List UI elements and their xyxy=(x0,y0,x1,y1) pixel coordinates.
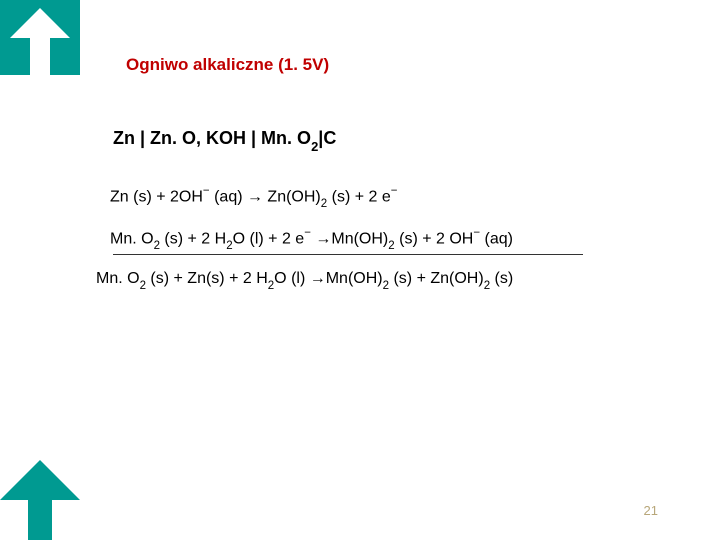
equation-overall: Mn. O2 (s) + Zn(s) + 2 H2O (l) →Mn(OH)2 … xyxy=(96,270,513,290)
page-number: 21 xyxy=(644,503,658,518)
slide: Ogniwo alkaliczne (1. 5V) Zn | Zn. O, KO… xyxy=(0,0,720,540)
equation-divider xyxy=(113,254,583,255)
equation-cathode: Mn. O2 (s) + 2 H2O (l) + 2 e− →Mn(OH)2 (… xyxy=(110,228,513,251)
cell-notation-part-1: Zn | Zn. O, KOH | Mn. O xyxy=(113,128,311,148)
brand-arrow-bottom-icon xyxy=(0,460,85,540)
brand-arrow-top-icon xyxy=(0,0,80,75)
cell-notation: Zn | Zn. O, KOH | Mn. O2|C xyxy=(113,128,336,152)
equation-anode: Zn (s) + 2OH− (aq) → Zn(OH)2 (s) + 2 e− xyxy=(110,186,397,209)
cell-notation-part-3: |C xyxy=(318,128,336,148)
cell-notation-sub: 2 xyxy=(311,139,318,154)
slide-title: Ogniwo alkaliczne (1. 5V) xyxy=(126,55,329,75)
